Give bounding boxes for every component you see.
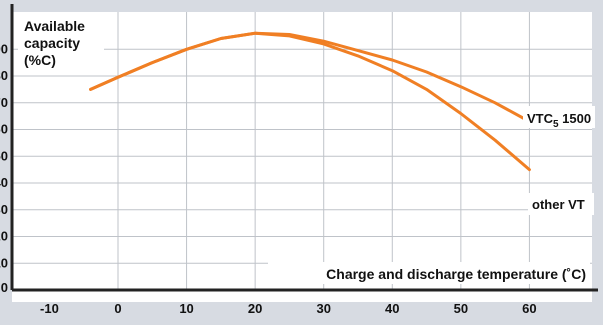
x-tick-label: 60 bbox=[522, 301, 536, 316]
y-tick-label: 40 bbox=[0, 175, 8, 190]
series-label-1: VTC5 1500 bbox=[523, 106, 595, 130]
x-tick-label: 40 bbox=[385, 301, 399, 316]
x-tick-label: 50 bbox=[454, 301, 468, 316]
y-axis-label-line: Available bbox=[24, 18, 85, 34]
series-label-2: other VT bbox=[528, 193, 594, 215]
y-tick-label: 80 bbox=[0, 68, 8, 83]
y-axis-label-line: capacity bbox=[24, 35, 80, 51]
x-axis-label: Charge and discharge temperature (˚C) bbox=[268, 262, 590, 284]
plot-background bbox=[12, 12, 592, 302]
x-axis-label-text: Charge and discharge temperature (˚C) bbox=[326, 266, 586, 282]
x-axis-label-bg bbox=[268, 262, 590, 284]
series-label-1-text: VTC5 1500 bbox=[527, 111, 591, 130]
series bbox=[89, 31, 531, 172]
series-label-2-text: other VT bbox=[532, 197, 585, 212]
grid bbox=[12, 12, 592, 290]
x-tick-label: 0 bbox=[114, 301, 121, 316]
axes bbox=[10, 4, 598, 292]
x-tick-label: 20 bbox=[248, 301, 262, 316]
y-tick-label: 60 bbox=[0, 122, 8, 137]
y-tick-label: 50 bbox=[0, 148, 8, 163]
x-tick-label: 10 bbox=[179, 301, 193, 316]
x-tick-label: 30 bbox=[316, 301, 330, 316]
y-tick-label: 10 bbox=[0, 255, 8, 270]
series-label-1-bg bbox=[523, 106, 595, 128]
y-axis-label-bg bbox=[18, 15, 104, 73]
y-tick-label: 30 bbox=[0, 202, 8, 217]
y-tick-label: 0 bbox=[1, 280, 8, 295]
y-tick-label: 20 bbox=[0, 229, 8, 244]
series-label-2-bg bbox=[528, 193, 594, 215]
labels: -10 0 10 20 30 40 50 60 0 10 20 30 40 50 60 70 80 90 Avail… bbox=[0, 15, 595, 316]
x-tick-label: -10 bbox=[40, 301, 59, 316]
y-tick-label: 70 bbox=[0, 95, 8, 110]
y-tick-label: 90 bbox=[0, 41, 8, 56]
series-line-2 bbox=[89, 31, 531, 172]
y-axis-label-line: (%C) bbox=[24, 52, 56, 68]
